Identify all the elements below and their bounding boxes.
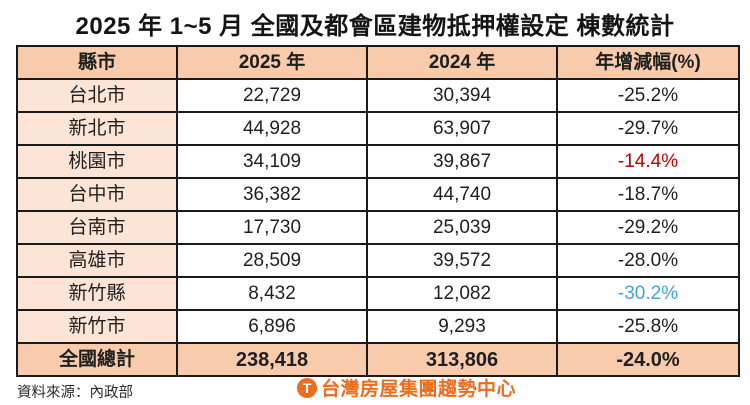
value-2024-cell: 63,907	[366, 111, 558, 146]
page-title: 2025 年 1~5 月 全國及都會區建物抵押權設定 棟數統計	[75, 13, 675, 40]
table-row: 桃園市 34,109 39,867 -14.4%	[16, 144, 740, 179]
value-2025-cell: 36,382	[176, 177, 368, 212]
change-cell: -18.7%	[556, 177, 740, 212]
change-cell: -28.0%	[556, 243, 740, 278]
value-2024-cell: 9,293	[366, 309, 558, 344]
change-cell: -25.8%	[556, 309, 740, 344]
value-2024-cell: 39,572	[366, 243, 558, 278]
city-cell: 台北市	[16, 78, 178, 113]
table-header-row: 縣市 2025 年 2024 年 年增減幅(%)	[16, 45, 740, 80]
value-2024-cell: 39,867	[366, 144, 558, 179]
change-value: -29.2%	[617, 217, 679, 238]
value-2025-cell: 17,730	[176, 210, 368, 245]
table-row: 台北市 22,729 30,394 -25.2%	[16, 78, 740, 113]
change-cell: -25.2%	[556, 78, 740, 113]
column-header-2025: 2025 年	[176, 45, 368, 80]
total-change-cell: -24.0%	[556, 342, 740, 377]
value-2024-cell: 44,740	[366, 177, 558, 212]
column-header-2024: 2024 年	[366, 45, 558, 80]
change-value: -28.0%	[617, 250, 679, 271]
change-value: -25.8%	[617, 316, 679, 337]
change-cell: -30.2%	[556, 276, 740, 311]
table-row: 台南市 17,730 25,039 -29.2%	[16, 210, 740, 245]
table-total-row: 全國總計 238,418 313,806 -24.0%	[16, 342, 740, 377]
city-cell: 高雄市	[16, 243, 178, 278]
column-header-city: 縣市	[16, 45, 178, 80]
value-2024-cell: 30,394	[366, 78, 558, 113]
change-cell: -29.2%	[556, 210, 740, 245]
value-2025-cell: 28,509	[176, 243, 368, 278]
total-2024-cell: 313,806	[366, 342, 558, 377]
value-2025-cell: 6,896	[176, 309, 368, 344]
brand-logo: T 台灣房屋集團趨勢中心	[297, 374, 516, 401]
value-2024-cell: 12,082	[366, 276, 558, 311]
change-value: -18.7%	[617, 184, 679, 205]
change-cell: -29.7%	[556, 111, 740, 146]
brand-logo-icon: T	[297, 377, 317, 398]
city-cell: 新竹縣	[16, 276, 178, 311]
table-row: 新竹縣 8,432 12,082 -30.2%	[16, 276, 740, 311]
change-value: -24.0%	[616, 348, 680, 371]
value-2025-cell: 34,109	[176, 144, 368, 179]
city-cell: 新竹市	[16, 309, 178, 344]
value-2025-cell: 44,928	[176, 111, 368, 146]
change-value: -29.7%	[617, 118, 679, 139]
brand-logo-text: 台灣房屋集團趨勢中心	[321, 379, 517, 400]
table-row: 新竹市 6,896 9,293 -25.8%	[16, 309, 740, 344]
city-cell: 台中市	[16, 177, 178, 212]
change-value: -30.2%	[617, 283, 679, 304]
table-row: 新北市 44,928 63,907 -29.7%	[16, 111, 740, 146]
mortgage-stats-table: 縣市 2025 年 2024 年 年增減幅(%) 台北市 22,729 30,3…	[16, 45, 740, 377]
change-value: -14.4%	[617, 151, 679, 172]
table-row: 高雄市 28,509 39,572 -28.0%	[16, 243, 740, 278]
value-2025-cell: 8,432	[176, 276, 368, 311]
value-2025-cell: 22,729	[176, 78, 368, 113]
city-cell: 桃園市	[16, 144, 178, 179]
value-2024-cell: 25,039	[366, 210, 558, 245]
city-cell: 台南市	[16, 210, 178, 245]
change-cell: -14.4%	[556, 144, 740, 179]
total-2025-cell: 238,418	[176, 342, 368, 377]
table-row: 台中市 36,382 44,740 -18.7%	[16, 177, 740, 212]
total-label-cell: 全國總計	[16, 342, 178, 377]
column-header-change: 年增減幅(%)	[556, 45, 740, 80]
city-cell: 新北市	[16, 111, 178, 146]
change-value: -25.2%	[617, 85, 679, 106]
data-source-note: 資料來源：內政部	[17, 385, 133, 401]
